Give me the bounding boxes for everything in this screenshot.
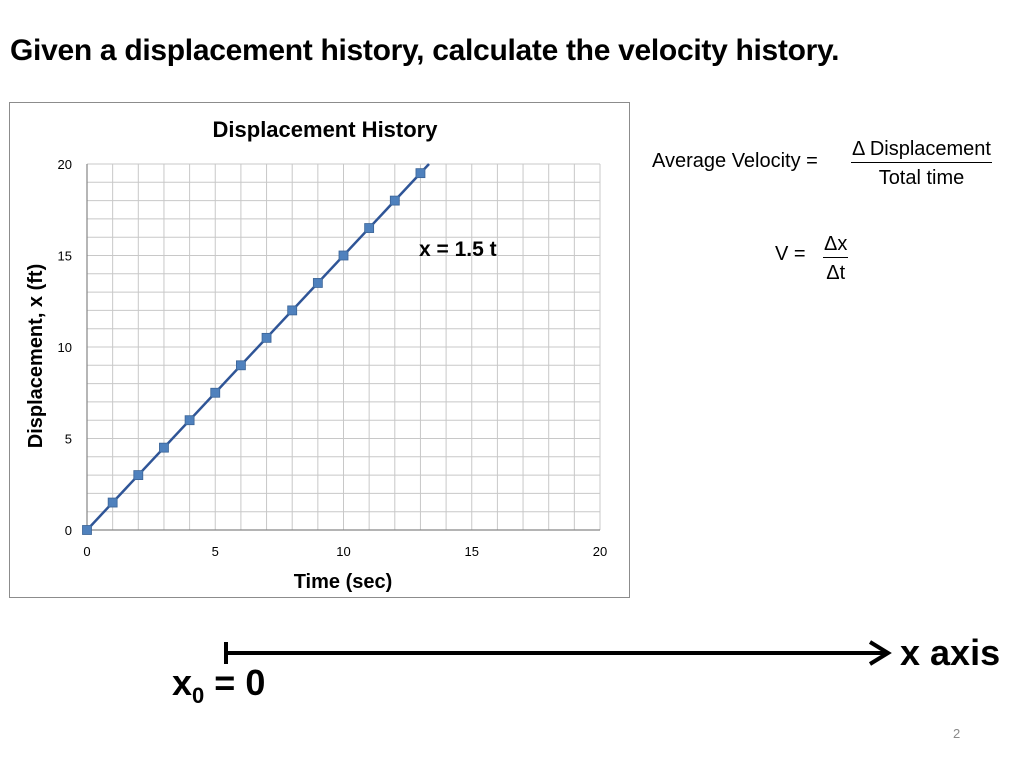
velocity-fraction: Δx Δt <box>823 233 849 285</box>
chart-svg: 0 5 10 15 20 0 5 10 15 20 Displacement History x … <box>25 117 608 593</box>
data-point <box>210 387 221 398</box>
data-point <box>312 278 323 288</box>
origin-value: = 0 <box>214 662 266 703</box>
x-axis-arrow-icon <box>224 640 892 666</box>
fraction-denominator: Δt <box>826 262 846 284</box>
data-point <box>338 250 349 261</box>
origin-subscript: 0 <box>192 683 205 708</box>
y-tick-label: 0 <box>65 523 72 538</box>
data-point <box>364 223 375 233</box>
chart-x-axis-label: Time (sec) <box>294 571 393 593</box>
chart-annotation: x = 1.5 t <box>419 238 497 261</box>
x-tick-label: 5 <box>212 544 219 559</box>
origin-label: x0 = 0 <box>172 662 265 709</box>
data-point <box>184 415 195 426</box>
data-point <box>159 442 169 453</box>
data-point <box>261 332 272 343</box>
displacement-chart: 0 5 10 15 20 0 5 10 15 20 Displacement History x … <box>9 102 630 598</box>
data-point <box>389 195 400 206</box>
data-point <box>287 305 298 316</box>
chart-title: Displacement History <box>213 117 439 142</box>
x-axis-label: x axis <box>900 632 1001 673</box>
data-point <box>133 470 144 481</box>
fraction-numerator: Δx <box>823 233 849 258</box>
slide-number: 2 <box>953 726 961 741</box>
x-tick-label: 15 <box>465 544 479 559</box>
y-tick-label: 20 <box>58 157 72 172</box>
data-point <box>107 497 118 508</box>
average-velocity-fraction: Δ Displacement Total time <box>851 138 992 190</box>
x-tick-label: 20 <box>593 544 607 559</box>
y-tick-label: 10 <box>58 340 72 355</box>
chart-gridlines <box>86 163 601 531</box>
y-tick-label: 15 <box>58 249 72 264</box>
fraction-numerator: Δ Displacement <box>851 138 992 163</box>
origin-symbol: x <box>172 662 193 703</box>
average-velocity-label: Average Velocity = <box>652 150 818 172</box>
chart-axes <box>86 164 600 531</box>
chart-points-layer <box>82 168 426 535</box>
fraction-denominator: Total time <box>878 167 965 189</box>
velocity-label: V = <box>775 243 806 265</box>
data-point <box>235 360 246 371</box>
chart-tick-labels: 0 5 10 15 20 0 5 10 15 20 <box>58 157 608 559</box>
data-point <box>415 168 426 179</box>
data-point <box>82 525 92 535</box>
x-tick-label: 0 <box>83 544 90 559</box>
slide-title: Given a displacement history, calculate … <box>10 34 840 67</box>
chart-y-axis-label: Displacement, x (ft) <box>25 264 47 448</box>
y-tick-label: 5 <box>65 432 72 447</box>
x-tick-label: 10 <box>336 544 350 559</box>
